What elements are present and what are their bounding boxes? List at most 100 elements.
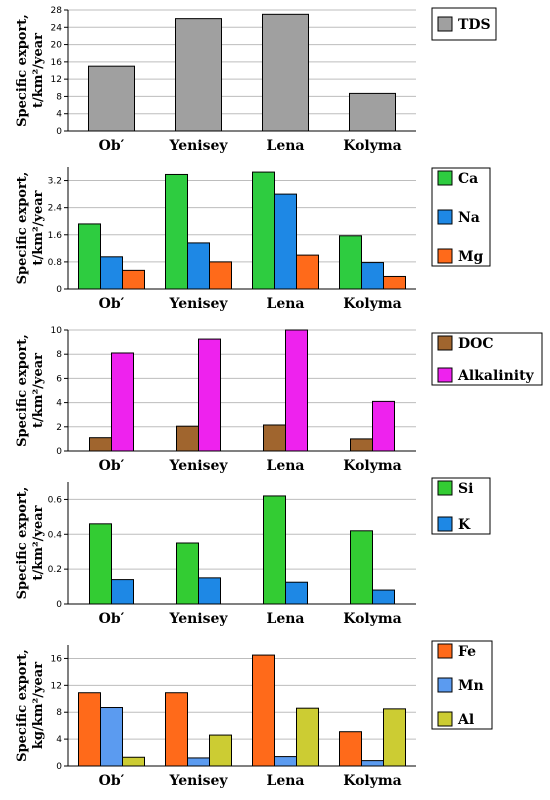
y-tick-label: 0 xyxy=(56,285,62,295)
legend: TDS xyxy=(431,7,497,41)
legend-swatch-si xyxy=(437,480,453,496)
y-tick-label: 0.2 xyxy=(48,565,62,575)
y-tick-label: 28 xyxy=(51,6,63,16)
legend-swatch-alkalinity xyxy=(437,367,453,383)
legend-label-doc: DOC xyxy=(458,336,493,352)
y-axis-label: Specific export, xyxy=(15,14,30,127)
bar-fe-1 xyxy=(78,692,101,767)
bar-si-1 xyxy=(89,523,112,605)
legend-label-si: Si xyxy=(458,481,473,497)
legend-swatch-doc xyxy=(437,335,453,351)
bar-tds-1 xyxy=(88,65,135,132)
bar-fe-3 xyxy=(252,654,275,767)
x-category-label: Yenisey xyxy=(168,138,228,154)
bar-al-1 xyxy=(122,756,145,767)
bar-al-2 xyxy=(209,734,232,767)
bar-k-3 xyxy=(285,581,308,605)
y-tick-label: 16 xyxy=(51,58,63,68)
y-tick-label: 2 xyxy=(56,423,62,433)
bar-na-3 xyxy=(274,193,297,290)
y-tick-label: 0.4 xyxy=(48,530,63,540)
y-axis-label: Specific export, xyxy=(15,172,30,285)
x-category-label: Ob′ xyxy=(99,138,125,154)
bar-alkalinity-3 xyxy=(285,329,308,452)
legend-label-na: Na xyxy=(458,210,480,226)
x-category-label: Lena xyxy=(266,458,304,474)
y-tick-label: 2.4 xyxy=(48,204,63,214)
x-category-label: Ob′ xyxy=(99,611,125,627)
bar-si-4 xyxy=(350,530,373,605)
x-category-label: Lena xyxy=(266,138,304,154)
y-axis-label: kg/km²/year xyxy=(31,662,46,749)
y-tick-label: 0 xyxy=(56,127,62,137)
y-axis-label: t/km²/year xyxy=(31,190,46,265)
x-category-label: Ob′ xyxy=(99,773,125,789)
legend-label-ca: Ca xyxy=(458,171,478,187)
bar-ca-4 xyxy=(339,235,362,290)
x-category-label: Ob′ xyxy=(99,296,125,312)
y-tick-label: 4 xyxy=(56,735,62,745)
bar-mn-3 xyxy=(274,756,297,767)
y-tick-label: 8 xyxy=(56,350,62,360)
legend: DOC Alkalinity xyxy=(431,332,543,386)
x-category-label: Kolyma xyxy=(343,773,402,789)
bar-k-4 xyxy=(372,589,395,605)
y-axis-label: t/km²/year xyxy=(31,353,46,428)
legend-label-alkalinity: Alkalinity xyxy=(457,368,535,384)
x-category-label: Lena xyxy=(266,611,304,627)
y-tick-label: 16 xyxy=(51,654,63,664)
x-category-label: Kolyma xyxy=(343,138,402,154)
bar-mn-4 xyxy=(361,760,384,767)
legend-label-tds: TDS xyxy=(458,17,491,33)
bar-alkalinity-2 xyxy=(198,338,221,452)
bar-mn-2 xyxy=(187,757,210,767)
y-tick-label: 12 xyxy=(51,75,62,85)
legend: Fe Mn Al xyxy=(431,640,493,730)
bar-si-2 xyxy=(176,542,199,605)
bar-tds-2 xyxy=(175,18,222,132)
bar-al-3 xyxy=(296,707,319,767)
bar-na-4 xyxy=(361,262,384,290)
legend-swatch-k xyxy=(437,516,453,532)
y-tick-label: 24 xyxy=(51,23,63,33)
bar-doc-1 xyxy=(89,437,112,452)
x-category-label: Yenisey xyxy=(168,611,228,627)
legend: Si K xyxy=(431,477,491,535)
x-category-label: Ob′ xyxy=(99,458,125,474)
y-tick-label: 0.8 xyxy=(48,258,63,268)
x-category-label: Lena xyxy=(266,296,304,312)
legend-swatch-fe xyxy=(437,643,453,659)
legend-swatch-al xyxy=(437,711,453,727)
y-tick-label: 4 xyxy=(56,110,62,120)
chart-panel-2: 0 0.8 1.6 2.4 3.2 Ob′ Yenisey Lena Kolyma Specifi… xyxy=(15,167,491,312)
legend-label-mn: Mn xyxy=(458,678,484,694)
bar-alkalinity-4 xyxy=(372,400,395,452)
bar-si-3 xyxy=(263,495,286,605)
y-tick-label: 0 xyxy=(56,447,62,457)
legend-label-fe: Fe xyxy=(458,644,476,660)
y-axis-label: t/km²/year xyxy=(31,33,46,108)
bar-doc-3 xyxy=(263,424,286,452)
legend-swatch-na xyxy=(437,209,453,225)
x-category-label: Yenisey xyxy=(168,296,228,312)
x-category-label: Kolyma xyxy=(343,296,402,312)
y-tick-label: 0 xyxy=(56,762,62,772)
bar-mg-1 xyxy=(122,269,145,290)
chart-panel-3: 0 2 4 6 8 10 Ob′ Yenisey Lena Kolyma Specific expo… xyxy=(15,326,543,474)
legend-label-al: Al xyxy=(457,712,474,728)
legend-label-k: K xyxy=(458,517,471,533)
y-tick-label: 3.2 xyxy=(48,177,62,187)
x-category-label: Kolyma xyxy=(343,611,402,627)
bar-tds-4 xyxy=(349,92,396,132)
y-tick-label: 8 xyxy=(56,708,62,718)
y-axis-label: Specific export, xyxy=(15,649,30,762)
y-tick-label: 4 xyxy=(56,399,62,409)
x-category-label: Kolyma xyxy=(343,458,402,474)
y-tick-label: 0 xyxy=(56,600,62,610)
y-tick-label: 20 xyxy=(51,41,63,51)
y-tick-label: 8 xyxy=(56,92,62,102)
y-axis-label: Specific export, xyxy=(15,487,30,600)
chart-panel-1: 0 4 8 12 16 20 24 28 Ob′ Yenisey Lena Kolyma Specifi… xyxy=(15,6,497,154)
chart-panel-5: 0 4 8 12 16 Ob′ Yenisey Lena Kolyma Specific expo… xyxy=(15,640,493,789)
